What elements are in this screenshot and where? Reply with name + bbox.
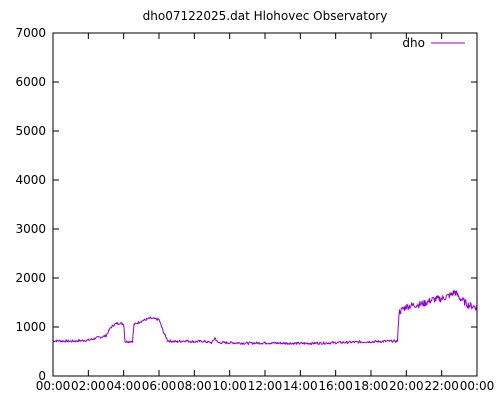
- series-line-dho: [52, 290, 478, 345]
- x-tick-label: 00:00: [460, 379, 495, 393]
- x-tick-label: 04:00: [106, 379, 141, 393]
- x-tick-label: 14:00: [283, 379, 318, 393]
- x-axis: 00:00 02:00 04:00 06:00 08:00 10:00 12:00 14:00…: [36, 33, 495, 393]
- y-axis: 0 1000 2000 3000 4000 5000 6000 7000: [15, 26, 477, 383]
- series-group: [52, 290, 478, 345]
- x-tick-label: 16:00: [318, 379, 353, 393]
- y-tick-label: 5000: [15, 124, 46, 138]
- y-tick-label: 2000: [15, 271, 46, 285]
- x-tick-label: 18:00: [354, 379, 389, 393]
- x-tick-label: 10:00: [212, 379, 247, 393]
- y-tick-label: 6000: [15, 75, 46, 89]
- legend: dho: [402, 36, 465, 50]
- x-tick-label: 08:00: [177, 379, 212, 393]
- x-tick-label: 06:00: [142, 379, 177, 393]
- y-tick-label: 1000: [15, 320, 46, 334]
- chart-title: dho07122025.dat Hlohovec Observatory: [143, 9, 388, 23]
- x-tick-label: 20:00: [389, 379, 424, 393]
- y-tick-label: 7000: [15, 26, 46, 40]
- legend-label-dho: dho: [402, 36, 425, 50]
- y-tick-label: 3000: [15, 222, 46, 236]
- plot-frame: [52, 32, 478, 377]
- x-tick-label: 02:00: [71, 379, 106, 393]
- x-tick-label: 22:00: [424, 379, 459, 393]
- y-tick-label: 4000: [15, 173, 46, 187]
- y-tick-label: 0: [38, 369, 46, 383]
- x-tick-label: 12:00: [248, 379, 283, 393]
- x-tick-label: 00:00: [36, 379, 71, 393]
